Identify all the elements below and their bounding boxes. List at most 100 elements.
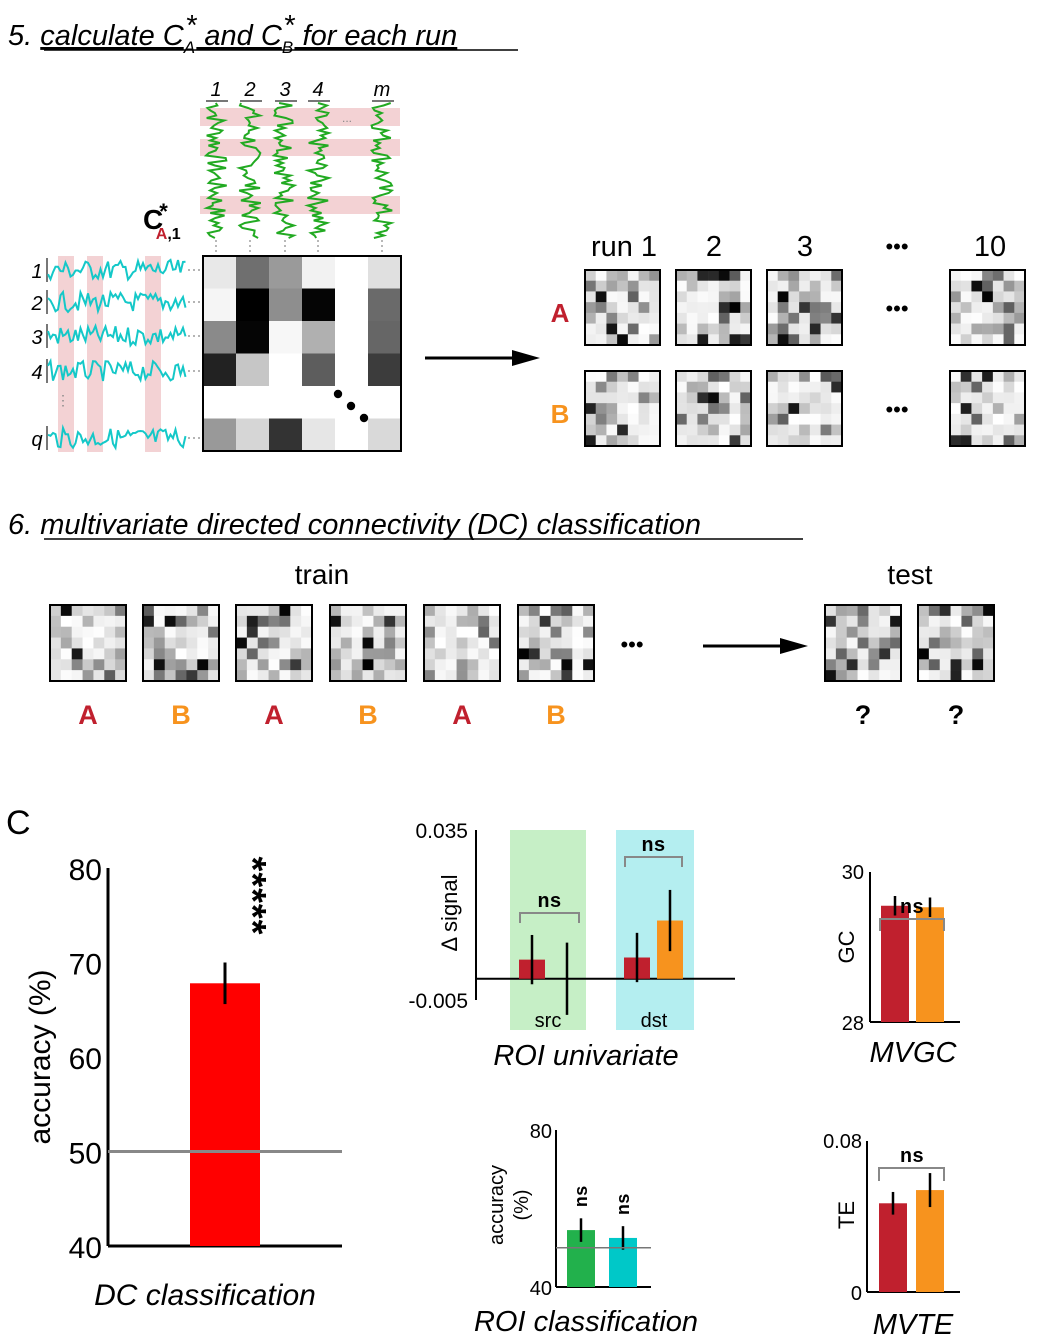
matrix-cell <box>697 424 709 436</box>
matrix-cell <box>434 637 447 649</box>
matrix-cell <box>606 435 618 447</box>
matrix-cell <box>290 637 302 649</box>
matrix-cell <box>868 626 880 638</box>
matrix-frame <box>235 604 313 682</box>
matrix-cell <box>809 291 821 303</box>
matrix-cell <box>788 291 800 303</box>
matrix-cell <box>638 392 650 404</box>
matrix-cell <box>831 291 843 303</box>
matrix-cell <box>992 323 1004 335</box>
matrix-cell <box>203 353 236 386</box>
matrix-cell <box>617 424 629 436</box>
matrix-cell <box>595 371 607 383</box>
matrix-cell <box>740 392 752 404</box>
matrix-cell <box>982 312 994 324</box>
matrix-cell <box>928 670 941 682</box>
matrix-cell <box>676 270 688 282</box>
matrix-cell <box>627 334 639 346</box>
matrix-cell <box>649 424 661 436</box>
matrix-cell <box>708 413 720 425</box>
matrix-cell <box>71 637 83 649</box>
matrix-cell <box>820 291 832 303</box>
matrix-cell <box>971 302 983 314</box>
matrix-cell <box>971 435 983 447</box>
matrix-cell <box>197 615 209 628</box>
matrix-cell <box>1003 291 1015 303</box>
matrix-cell <box>585 323 597 335</box>
matrix-cell <box>638 280 650 292</box>
matrix-cell <box>330 659 342 671</box>
matrix-cell <box>617 280 629 292</box>
matrix-cell <box>809 371 821 383</box>
matrix-cell <box>686 270 698 282</box>
matrix-cell <box>595 403 607 415</box>
matrix-cell <box>445 659 457 671</box>
matrix-cell <box>982 323 994 335</box>
matrix-cell <box>686 381 698 393</box>
matrix-ellipsis-dot <box>346 401 356 411</box>
matrix-frame <box>766 370 843 447</box>
matrix-cell <box>809 424 821 436</box>
matrix-cell <box>104 637 116 649</box>
matrix-cell <box>585 381 597 393</box>
matrix-cell <box>585 435 597 447</box>
matrix-cell <box>697 302 709 314</box>
matrix-cell <box>982 291 994 303</box>
column-label: m <box>374 79 391 101</box>
matrix-cell <box>561 648 573 660</box>
matrix-cell <box>268 659 280 671</box>
matrix-frame <box>766 269 843 346</box>
matrix-cell <box>982 424 994 436</box>
matrix-cell <box>246 670 259 682</box>
matrix-cell <box>649 280 661 292</box>
matrix-cell <box>960 280 972 292</box>
step5-sub-b: B <box>282 38 293 57</box>
matrix-cell <box>373 637 385 649</box>
row-label: 4 <box>31 362 42 384</box>
matrix-cell <box>992 424 1004 436</box>
matrix-cell <box>279 615 291 628</box>
matrix-cell <box>362 626 374 638</box>
run-matrix <box>949 370 1026 447</box>
matrix-cell <box>777 280 789 292</box>
matrix-cell <box>740 270 752 282</box>
matrix-cell <box>697 403 709 415</box>
matrix-cell <box>434 626 447 638</box>
matrix-cell <box>857 637 869 649</box>
matrix-cell <box>846 626 858 638</box>
test-matrix <box>917 604 995 682</box>
matrix-cell <box>518 605 530 617</box>
matrix-cell <box>302 418 335 451</box>
matrix-cell <box>268 637 280 649</box>
matrix-cell <box>456 659 468 671</box>
matrix-cell <box>368 386 401 419</box>
row-signals: 1 2 3 4 q ⋮ <box>30 256 202 452</box>
matrix-cell <box>868 637 880 649</box>
matrix-cell <box>395 615 407 628</box>
c-label: C* A,1 <box>143 199 181 243</box>
matrix-cell <box>186 615 198 628</box>
matrix-cell <box>983 670 995 682</box>
matrix-cell <box>335 256 368 289</box>
matrix-cell <box>799 302 811 314</box>
matrix-cell <box>518 659 530 671</box>
row-ellipsis: ••• <box>885 296 908 321</box>
matrix-cell <box>697 334 709 346</box>
matrix-cell <box>585 334 597 346</box>
matrix-cell <box>809 302 821 314</box>
matrix-cell <box>395 605 407 617</box>
matrix-frame <box>49 604 127 682</box>
matrix-cell <box>788 334 800 346</box>
matrix-cell <box>434 670 447 682</box>
matrix-frame <box>584 370 661 447</box>
matrix-cell <box>939 605 951 617</box>
matrix-cell <box>153 637 166 649</box>
matrix-cell <box>799 392 811 404</box>
matrix-cell <box>153 659 166 671</box>
train-matrix <box>235 604 313 682</box>
matrix-cell <box>740 424 752 436</box>
matrix-cell <box>60 670 73 682</box>
matrix-cell <box>246 615 259 628</box>
significance-label: ns <box>900 897 924 920</box>
